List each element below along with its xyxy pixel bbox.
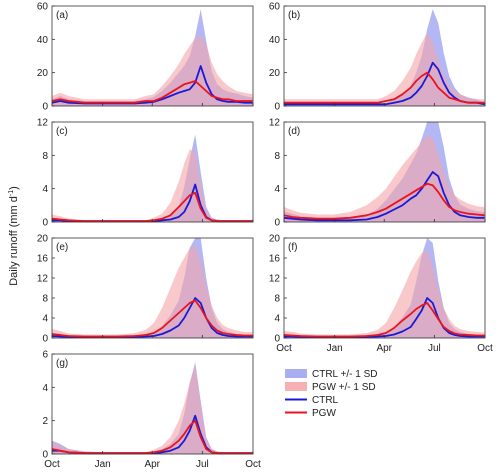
panel-b-pgw-sd-band [284,32,485,107]
legend: CTRL +/- 1 SD PGW +/- 1 SD CTRL PGW [285,369,377,419]
panel-g-x-tick-label: Jul [196,459,209,470]
panel-g-y-tick-label: 6 [42,350,48,361]
panel-e-pgw-sd-band [52,245,253,338]
panel-c-ctrl-sd-band [52,134,253,222]
panel-g-x-tick-label: Oct [44,459,60,470]
panel-g-pgw-sd-band [52,364,253,454]
panel-g-y-tick-label: 0 [42,450,48,461]
panel-g: 0 2 4 6 Oct Jan Apr Jul Oct (g) [42,350,261,471]
y-axis-label-superscript: -1 [8,190,15,196]
panel-f-x-tick-label: Jul [428,343,441,354]
panel-f-frame [283,237,486,339]
panel-a-y-tick-label: 20 [37,68,49,79]
panel-c-y-tick-label: 12 [37,118,49,129]
y-axis-label: Daily runoff (mm d-1) [8,186,20,286]
panel-d: 0 4 8 12 (d) [269,118,486,229]
panel-e-y-tick-label: 16 [37,254,49,265]
panel-f-ctrl-sd-band [284,238,485,338]
legend-swatch-ctrl-1-sd [285,369,307,378]
panel-g-x-tick-label: Apr [144,459,160,470]
panel-a-y-tick-label: 60 [37,2,49,13]
panel-a-pgw-sd-band [52,36,253,106]
panel-g-ctrl-line [52,414,253,455]
panel-g-ctrl-sd-band [52,362,253,454]
panel-f-x-tick-label: Oct [477,343,493,354]
panel-c-y-tick-label: 0 [42,218,48,229]
panel-d-pgw-sd-band [284,135,485,222]
panel-d-ctrl-line [283,171,485,222]
panel-g-x-tick-label: Oct [245,459,261,470]
panel-e-frame [51,237,254,339]
panel-c-y-tick-label: 8 [42,151,48,162]
panel-b-y-tick-label: 20 [269,68,281,79]
panel-a-y-tick-label: 0 [42,102,48,113]
panel-d-label: (d) [288,126,300,137]
panel-b-label: (b) [288,10,300,21]
panel-d-y-tick-label: 0 [274,218,280,229]
panel-f-y-tick-label: 20 [269,234,281,245]
panel-f-pgw-sd-band [284,250,485,338]
panel-c-frame [51,121,254,223]
panel-b-ctrl-line [284,61,485,106]
panel-g-y-tick-label: 2 [42,416,48,427]
y-axis-label-main: Daily runoff (mm d [8,196,20,286]
panel-e-label: (e) [56,242,68,253]
panel-f-y-tick-label: 16 [269,254,281,265]
panel-a-label: (a) [56,10,68,21]
panel-f-pgw-line [283,302,485,338]
panel-g-y-tick-label: 4 [42,383,48,394]
panel-g-pgw-line [51,419,253,455]
panel-c: 0 4 8 12 (c) [37,118,254,229]
panel-b: 0 20 40 60 (b) [269,2,486,113]
panel-c-pgw-line [51,191,253,223]
panel-f-y-tick-label: 12 [269,274,281,285]
panel-f-y-tick-label: 8 [274,294,280,305]
panel-e: 0 4 8 12 16 20 (e) [37,234,254,345]
panel-c-label: (c) [56,126,68,137]
panel-d-y-tick-label: 8 [274,151,280,162]
panel-e-pgw-line [51,299,253,338]
panel-g-label: (g) [56,358,68,369]
legend-label-ctrl: CTRL [312,395,339,406]
panel-d-y-tick-label: 12 [269,118,281,129]
panel-d-y-tick-label: 4 [274,184,280,195]
panel-b-y-tick-label: 40 [269,35,281,46]
panel-b-y-tick-label: 60 [269,2,281,13]
panels-layer: 0204060(a)0204060(b)04812(c)04812(d)0481… [37,2,493,471]
legend-swatch-pgw-1-sd [285,382,307,391]
panel-e-y-tick-label: 4 [42,314,48,325]
panel-f: 0 4 8 12 16 20 Oct Jan Apr Jul Oct (f) [269,234,493,355]
panel-a: 0 20 40 60 (a) [37,2,254,113]
panel-c-ctrl-line [52,183,253,223]
panel-b-y-tick-label: 0 [274,102,280,113]
panel-f-y-tick-label: 0 [274,334,280,345]
panel-f-y-tick-label: 4 [274,314,280,325]
panel-g-x-tick-label: Jan [95,459,111,470]
panel-c-y-tick-label: 4 [42,184,48,195]
panel-b-pgw-line [284,71,485,104]
panel-g-frame [51,353,254,455]
panel-f-x-tick-label: Oct [276,343,292,354]
panel-f-x-tick-label: Apr [376,343,392,354]
panel-e-y-tick-label: 20 [37,234,49,245]
panel-f-label: (f) [288,242,297,253]
legend-label-pgw: PGW [312,408,336,419]
panel-e-y-tick-label: 8 [42,294,48,305]
panel-f-x-tick-label: Jan [327,343,343,354]
panel-c-pgw-sd-band [52,149,253,222]
panel-a-y-tick-label: 40 [37,35,49,46]
panel-e-y-tick-label: 0 [42,334,48,345]
y-axis-label-tail: ) [8,186,20,190]
panel-e-y-tick-label: 12 [37,274,49,285]
panel-e-ctrl-sd-band [52,238,253,338]
legend-label-ctrl-1-sd: CTRL +/- 1 SD [312,369,377,380]
panel-d-pgw-line [283,182,485,220]
legend-label-pgw-1-sd: PGW +/- 1 SD [312,382,376,393]
panel-a-pgw-line [51,80,253,104]
